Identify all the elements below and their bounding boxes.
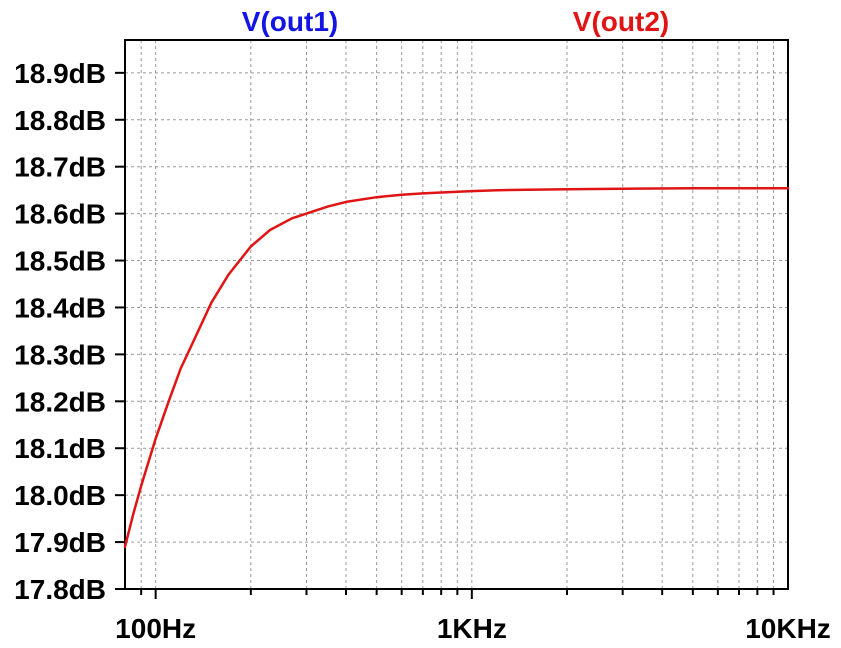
series-line-out2 <box>123 187 790 549</box>
axis-ticks <box>115 71 775 599</box>
y-tick-label: 18.1dB <box>14 433 106 464</box>
grid-lines <box>125 40 788 589</box>
x-tick-label: 100Hz <box>115 613 196 644</box>
y-tick-label: 18.2dB <box>14 386 106 417</box>
x-axis-labels: 100Hz 1KHz 10KHz <box>115 613 831 644</box>
y-axis-labels: 17.8dB 17.9dB 18.0dB 18.1dB 18.2dB 18.3dB 18.4… <box>14 58 106 605</box>
y-tick-label: 18.6dB <box>14 199 106 230</box>
y-tick-label: 18.0dB <box>14 480 106 511</box>
y-tick-label: 18.5dB <box>14 246 106 277</box>
y-tick-label: 18.3dB <box>14 339 106 370</box>
y-tick-label: 18.8dB <box>14 105 106 136</box>
series-layer <box>123 187 790 549</box>
x-tick-label: 10KHz <box>745 613 831 644</box>
y-tick-label: 17.8dB <box>14 574 106 605</box>
y-tick-label: 18.7dB <box>14 152 106 183</box>
plot-frame <box>124 39 789 590</box>
y-tick-label: 17.9dB <box>14 527 106 558</box>
legend-entry-out2: V(out2) <box>573 6 669 37</box>
y-tick-label: 18.4dB <box>14 292 106 323</box>
legend-entry-out1: V(out1) <box>242 6 338 37</box>
legend: V(out1) V(out2) <box>242 6 669 37</box>
y-tick-label: 18.9dB <box>14 58 106 89</box>
x-tick-label: 1KHz <box>437 613 507 644</box>
